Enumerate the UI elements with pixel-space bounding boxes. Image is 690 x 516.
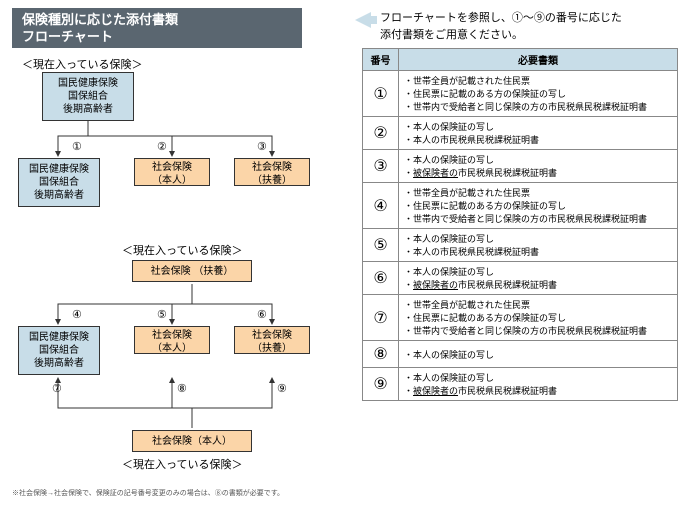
title-line1: 保険種別に応じた添付書類 — [22, 12, 292, 29]
box-b3: 社会保険 （扶養） — [234, 158, 310, 186]
row-docs: 本人の保険証の写し被保険者の市民税県民税課税証明書 — [399, 368, 678, 401]
documents-table: 番号 必要書類 ①世帯全員が記載された住民票住民票に記載のある方の保険証の写し世… — [362, 48, 678, 401]
row-docs: 世帯全員が記載された住民票住民票に記載のある方の保険証の写し世帯内で受給者と同じ… — [399, 71, 678, 117]
box-b2: 社会保険 （本人） — [134, 158, 210, 186]
bracket-3: ＜現在入っている保険＞ — [122, 456, 242, 472]
row-num: ③ — [363, 150, 399, 183]
row-docs: 本人の保険証の写し本人の市民税県民税課税証明書 — [399, 229, 678, 262]
bracket-1: ＜現在入っている保険＞ — [22, 56, 142, 72]
box-b1: 国民健康保険 国保組合 後期高齢者 — [18, 158, 100, 207]
row-num: ⑨ — [363, 368, 399, 401]
row-num: ⑦ — [363, 295, 399, 341]
row-num: ② — [363, 117, 399, 150]
row-num: ⑧ — [363, 341, 399, 368]
label-7: ⑦ — [52, 382, 62, 395]
label-5: ⑤ — [157, 308, 167, 321]
bracket-2: ＜現在入っている保険＞ — [122, 242, 242, 258]
row-num: ④ — [363, 183, 399, 229]
label-9: ⑨ — [277, 382, 287, 395]
row-docs: 本人の保険証の写し被保険者の市民税県民税課税証明書 — [399, 262, 678, 295]
th-doc: 必要書類 — [399, 49, 678, 71]
row-docs: 本人の保険証の写し被保険者の市民税県民税課税証明書 — [399, 150, 678, 183]
label-4: ④ — [72, 308, 82, 321]
title-bar: 保険種別に応じた添付書類 フローチャート — [12, 8, 302, 48]
box-d3: 社会保険 （扶養） — [234, 326, 310, 354]
box-c: 社会保険 （扶養） — [132, 260, 252, 282]
row-docs: 本人の保険証の写し — [399, 341, 678, 368]
row-docs: 世帯全員が記載された住民票住民票に記載のある方の保険証の写し世帯内で受給者と同じ… — [399, 183, 678, 229]
box-a: 国民健康保険 国保組合 後期高齢者 — [42, 72, 134, 121]
box-d2: 社会保険 （本人） — [134, 326, 210, 354]
footnote: ※社会保険→社会保険で、保険証の記号番号変更のみの場合は、⑧の書類が必要です。 — [12, 488, 284, 498]
arrow-left-icon — [355, 12, 371, 28]
row-num: ① — [363, 71, 399, 117]
label-8: ⑧ — [177, 382, 187, 395]
row-docs: 本人の保険証の写し本人の市民税県民税課税証明書 — [399, 117, 678, 150]
row-num: ⑥ — [363, 262, 399, 295]
label-3: ③ — [257, 140, 267, 153]
th-num: 番号 — [363, 49, 399, 71]
row-docs: 世帯全員が記載された住民票住民票に記載のある方の保険証の写し世帯内で受給者と同じ… — [399, 295, 678, 341]
box-d1: 国民健康保険 国保組合 後期高齢者 — [18, 326, 100, 375]
box-e: 社会保険（本人） — [132, 430, 252, 452]
label-6: ⑥ — [257, 308, 267, 321]
label-1: ① — [72, 140, 82, 153]
instruction-text: フローチャートを参照し、①～⑨の番号に応じた 添付書類をご用意ください。 — [380, 10, 622, 43]
label-2: ② — [157, 140, 167, 153]
row-num: ⑤ — [363, 229, 399, 262]
title-line2: フローチャート — [22, 29, 292, 46]
